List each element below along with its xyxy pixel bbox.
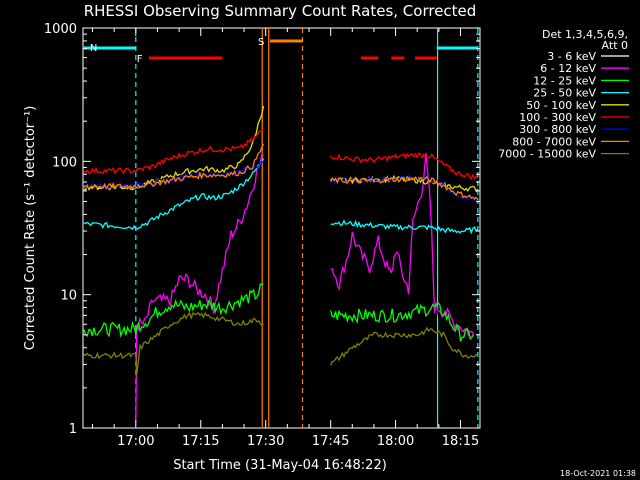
legend-header: Att 0	[602, 39, 628, 52]
series-line	[330, 219, 479, 235]
series-line	[330, 175, 479, 200]
legend-entry-label: 100 - 300 keV	[519, 111, 596, 124]
y-axis-label: Corrected Count Rate (s⁻¹ detector⁻¹)	[23, 106, 38, 351]
legend-entry-label: 7000 - 15000 keV	[498, 148, 596, 161]
y-tick-label: 1	[69, 422, 77, 437]
x-tick-label: 17:45	[312, 434, 349, 449]
x-tick-label: 18:15	[442, 434, 479, 449]
legend-entry-label: 25 - 50 keV	[533, 87, 596, 100]
series-line	[83, 311, 264, 376]
plot-frame	[82, 27, 481, 429]
legend-entry-label: 800 - 7000 keV	[512, 135, 596, 148]
series-line	[83, 143, 265, 190]
x-tick-label: 17:00	[117, 434, 154, 449]
series-line	[135, 152, 264, 423]
legend-entry-label: 300 - 800 keV	[519, 123, 596, 136]
series-line	[330, 286, 466, 424]
x-tick-label: 17:15	[182, 434, 219, 449]
series-line	[330, 326, 479, 366]
legend-entry-label: 3 - 6 keV	[547, 50, 596, 63]
footer-timestamp: 18-Oct-2021 01:38	[560, 469, 636, 478]
x-tick-label: 17:30	[247, 434, 284, 449]
flag-bars: N F S	[83, 37, 478, 65]
x-axis-label: Start Time (31-May-04 16:48:22)	[173, 458, 387, 473]
chart-title: RHESSI Observing Summary Count Rates, Co…	[84, 2, 477, 20]
y-tick-label: 10	[60, 289, 77, 304]
flag-label-S: S	[258, 37, 264, 48]
axes: 1 10 100 1000 17:00 17:15 17:30 17:45 18:00 18:15	[44, 22, 480, 449]
series-line	[330, 174, 479, 202]
series-line	[330, 152, 479, 181]
series-line	[83, 158, 265, 231]
flag-label-N: N	[90, 43, 97, 54]
series-line	[83, 283, 264, 339]
y-tick-label: 1000	[44, 22, 77, 37]
legend-entry-label: 6 - 12 keV	[540, 62, 596, 75]
x-tick-label: 18:00	[377, 434, 414, 449]
legend-header: Det 1,3,4,5,6,9,	[542, 28, 628, 41]
legend-entry-label: 12 - 25 keV	[533, 74, 596, 87]
y-tick-label: 100	[52, 155, 77, 170]
series-line	[330, 152, 475, 338]
series-lines	[83, 105, 479, 429]
series-line	[135, 160, 264, 429]
legend-entry-label: 50 - 100 keV	[526, 99, 596, 112]
flag-label-F: F	[137, 54, 143, 65]
series-line	[329, 301, 475, 342]
plot-border	[82, 27, 481, 429]
series-line	[83, 128, 264, 175]
